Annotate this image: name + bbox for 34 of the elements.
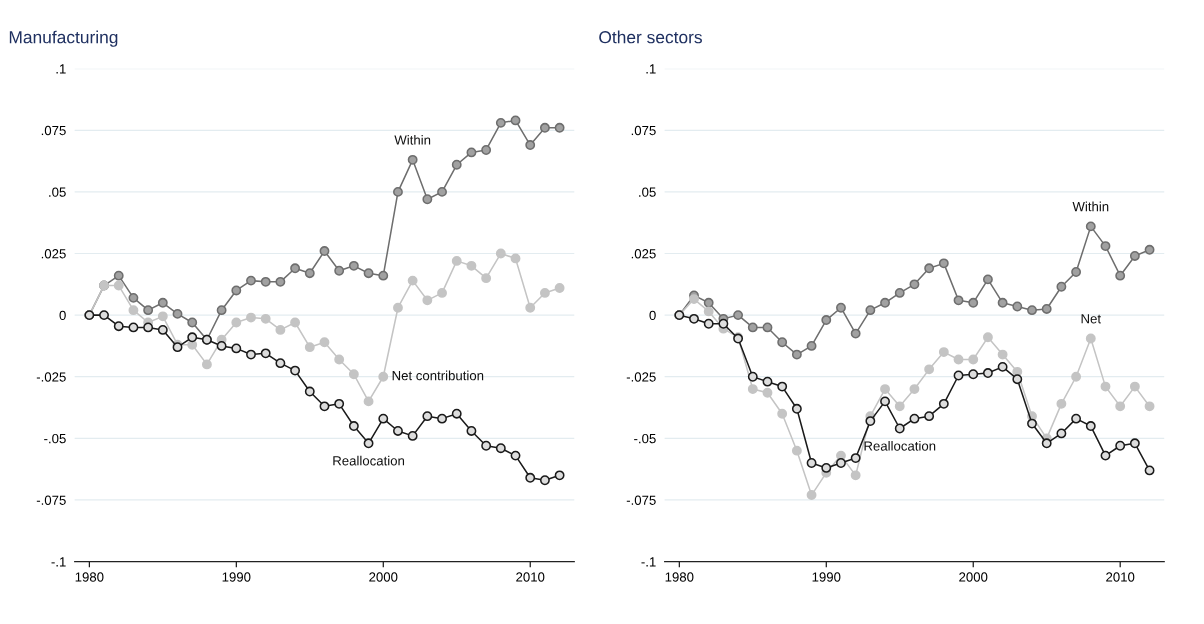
- y-tick-label: .05: [49, 187, 66, 197]
- y-tick-label: -.1: [51, 557, 66, 567]
- y-tick-label: .075: [41, 125, 66, 136]
- y-tick-label: .1: [646, 64, 656, 74]
- chart-title: Manufacturing: [9, 30, 118, 47]
- annotation: Within: [1072, 201, 1109, 212]
- y-tick-label: .05: [639, 187, 656, 197]
- y-tick-label: -.05: [634, 433, 656, 444]
- chart-title: Other sectors: [599, 30, 702, 44]
- x-tick-label: 1990: [812, 572, 841, 582]
- y-tick-label: -.075: [36, 495, 66, 505]
- annotation: Reallocation: [333, 455, 405, 466]
- x-tick-label: 2000: [369, 572, 398, 582]
- y-tick-label: 0: [59, 310, 66, 321]
- y-tick-label: -.05: [44, 433, 66, 444]
- y-tick-label: .025: [631, 249, 656, 259]
- x-tick-label: 2010: [516, 572, 545, 582]
- annotation: Net: [1081, 314, 1101, 324]
- y-tick-label: .075: [631, 125, 656, 136]
- y-tick-label: -.075: [626, 495, 656, 505]
- x-tick-label: 1980: [75, 572, 104, 582]
- y-tick-label: -.025: [626, 372, 656, 382]
- annotation: Reallocation: [864, 441, 936, 451]
- x-tick-label: 1980: [665, 572, 694, 582]
- x-tick-label: 2000: [959, 572, 988, 582]
- x-tick-label: 1990: [222, 572, 251, 582]
- y-tick-label: -.1: [641, 557, 656, 567]
- y-tick-label: 0: [649, 310, 656, 321]
- annotation: Net contribution: [392, 370, 484, 381]
- x-tick-label: 2010: [1106, 572, 1135, 582]
- y-tick-label: -.025: [36, 372, 66, 382]
- y-tick-label: .1: [56, 64, 66, 74]
- annotation: Within: [394, 135, 431, 145]
- y-tick-label: .025: [41, 249, 66, 259]
